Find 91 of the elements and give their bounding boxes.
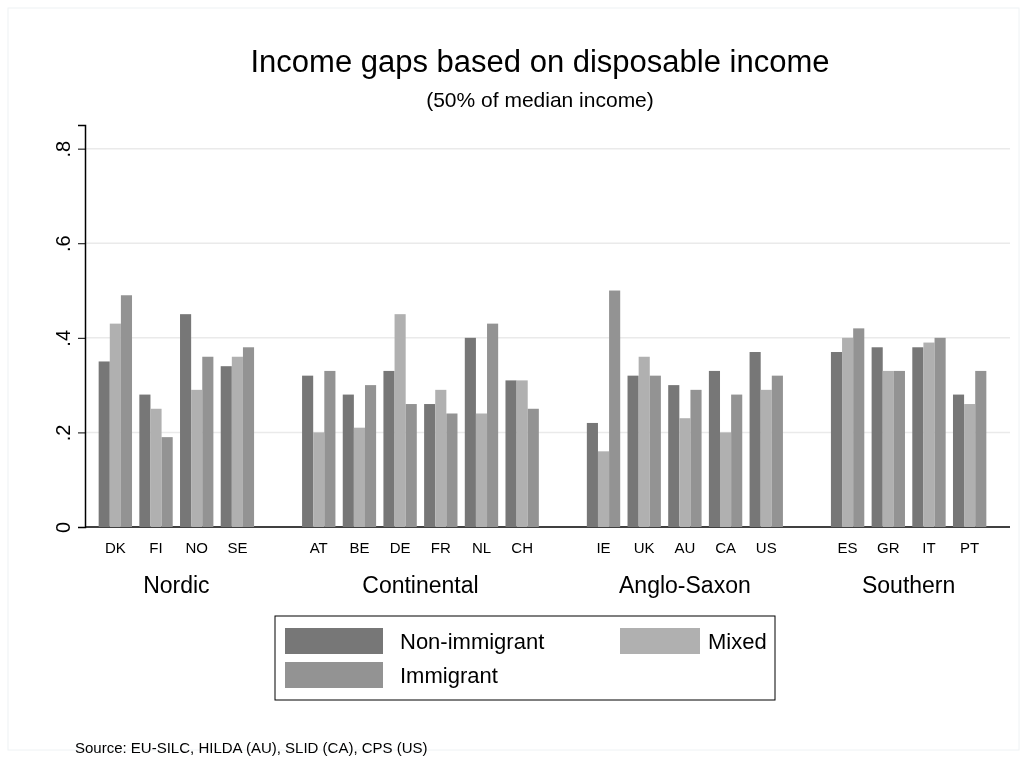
x-tick-label: ES [837,539,858,556]
bar [749,352,761,527]
x-tick-label: FI [149,539,163,556]
y-tick-label: .4 [52,329,75,347]
x-tick-label: AT [309,539,328,556]
text: Nordic [143,572,210,598]
bar [609,290,621,527]
x-tick-label: SE [227,539,248,556]
chart-subtitle: (50% of median income) [426,88,654,111]
x-tick-label: FR [430,539,451,556]
bar [161,437,173,527]
bar [842,337,854,527]
bar [912,347,924,527]
bar [98,361,110,527]
bar [342,394,354,527]
x-tick-label: IE [596,539,611,556]
y-tick-label: .8 [52,140,75,158]
bar [668,385,680,527]
bar [934,337,946,527]
x-tick-label: US [755,539,777,556]
x-tick-label: CH [511,539,533,556]
x-tick-label: IT [922,539,936,556]
bar [516,380,528,527]
bar [893,370,905,527]
bar [964,404,976,527]
bar [120,295,133,527]
bar [313,432,325,527]
bar [139,394,151,527]
x-tick-label: NO [185,539,208,556]
bar [446,413,458,527]
bar [760,389,772,527]
bar [627,375,639,527]
y-tick-label: .2 [52,424,75,442]
text: Anglo-Saxon [619,572,751,598]
bar [487,323,499,527]
text: Continental [362,572,479,598]
chart-title: Income gaps based on disposable income [250,44,830,79]
bar [720,432,732,527]
legend-label: Immigrant [400,663,498,688]
bar [830,352,843,527]
bar [597,451,610,527]
y-tick-label: .6 [52,235,75,253]
legend-label: Mixed [708,629,767,654]
x-tick-label: PT [960,539,980,556]
bar [731,394,743,527]
bar [690,389,702,527]
bar [975,370,987,527]
legend-label: Non-immigrant [400,629,545,654]
source-note: Source: EU-SILC, HILDA (AU), SLID (CA), CPS (US) [75,739,428,756]
bar [586,422,598,527]
bar [364,385,377,527]
bar [383,370,395,527]
bar [180,314,192,527]
bar [202,356,214,527]
x-tick-label: GR [877,539,900,556]
bar [405,404,417,527]
bar [353,427,365,527]
bar [242,347,255,527]
bar [475,413,488,527]
x-tick-label: DE [389,539,411,556]
bar [220,366,232,527]
y-tick-label: 0 [52,521,75,534]
bar [505,380,517,527]
bar [527,408,539,527]
text: Southern [861,572,956,598]
x-tick-label: BE [349,539,370,556]
x-tick-label: DK [104,539,126,556]
bar [424,404,436,527]
x-tick-label: NL [471,539,492,556]
bar [150,408,162,527]
bar [771,375,783,527]
x-tick-label: AU [674,539,696,556]
bar [324,370,336,527]
bar [708,370,721,527]
bar [952,394,965,527]
bar [853,328,865,527]
bar [882,370,894,527]
bar [231,356,243,527]
bar [679,418,691,527]
bar [191,389,203,527]
x-tick-label: CA [715,539,736,556]
bar [435,389,447,527]
bar [649,375,661,527]
bar [464,337,476,527]
bar [638,356,650,527]
x-tick-label: UK [633,539,655,556]
bar [871,347,883,527]
bar [302,375,314,527]
bar [923,342,935,527]
bar [109,323,121,527]
bar [394,314,406,527]
